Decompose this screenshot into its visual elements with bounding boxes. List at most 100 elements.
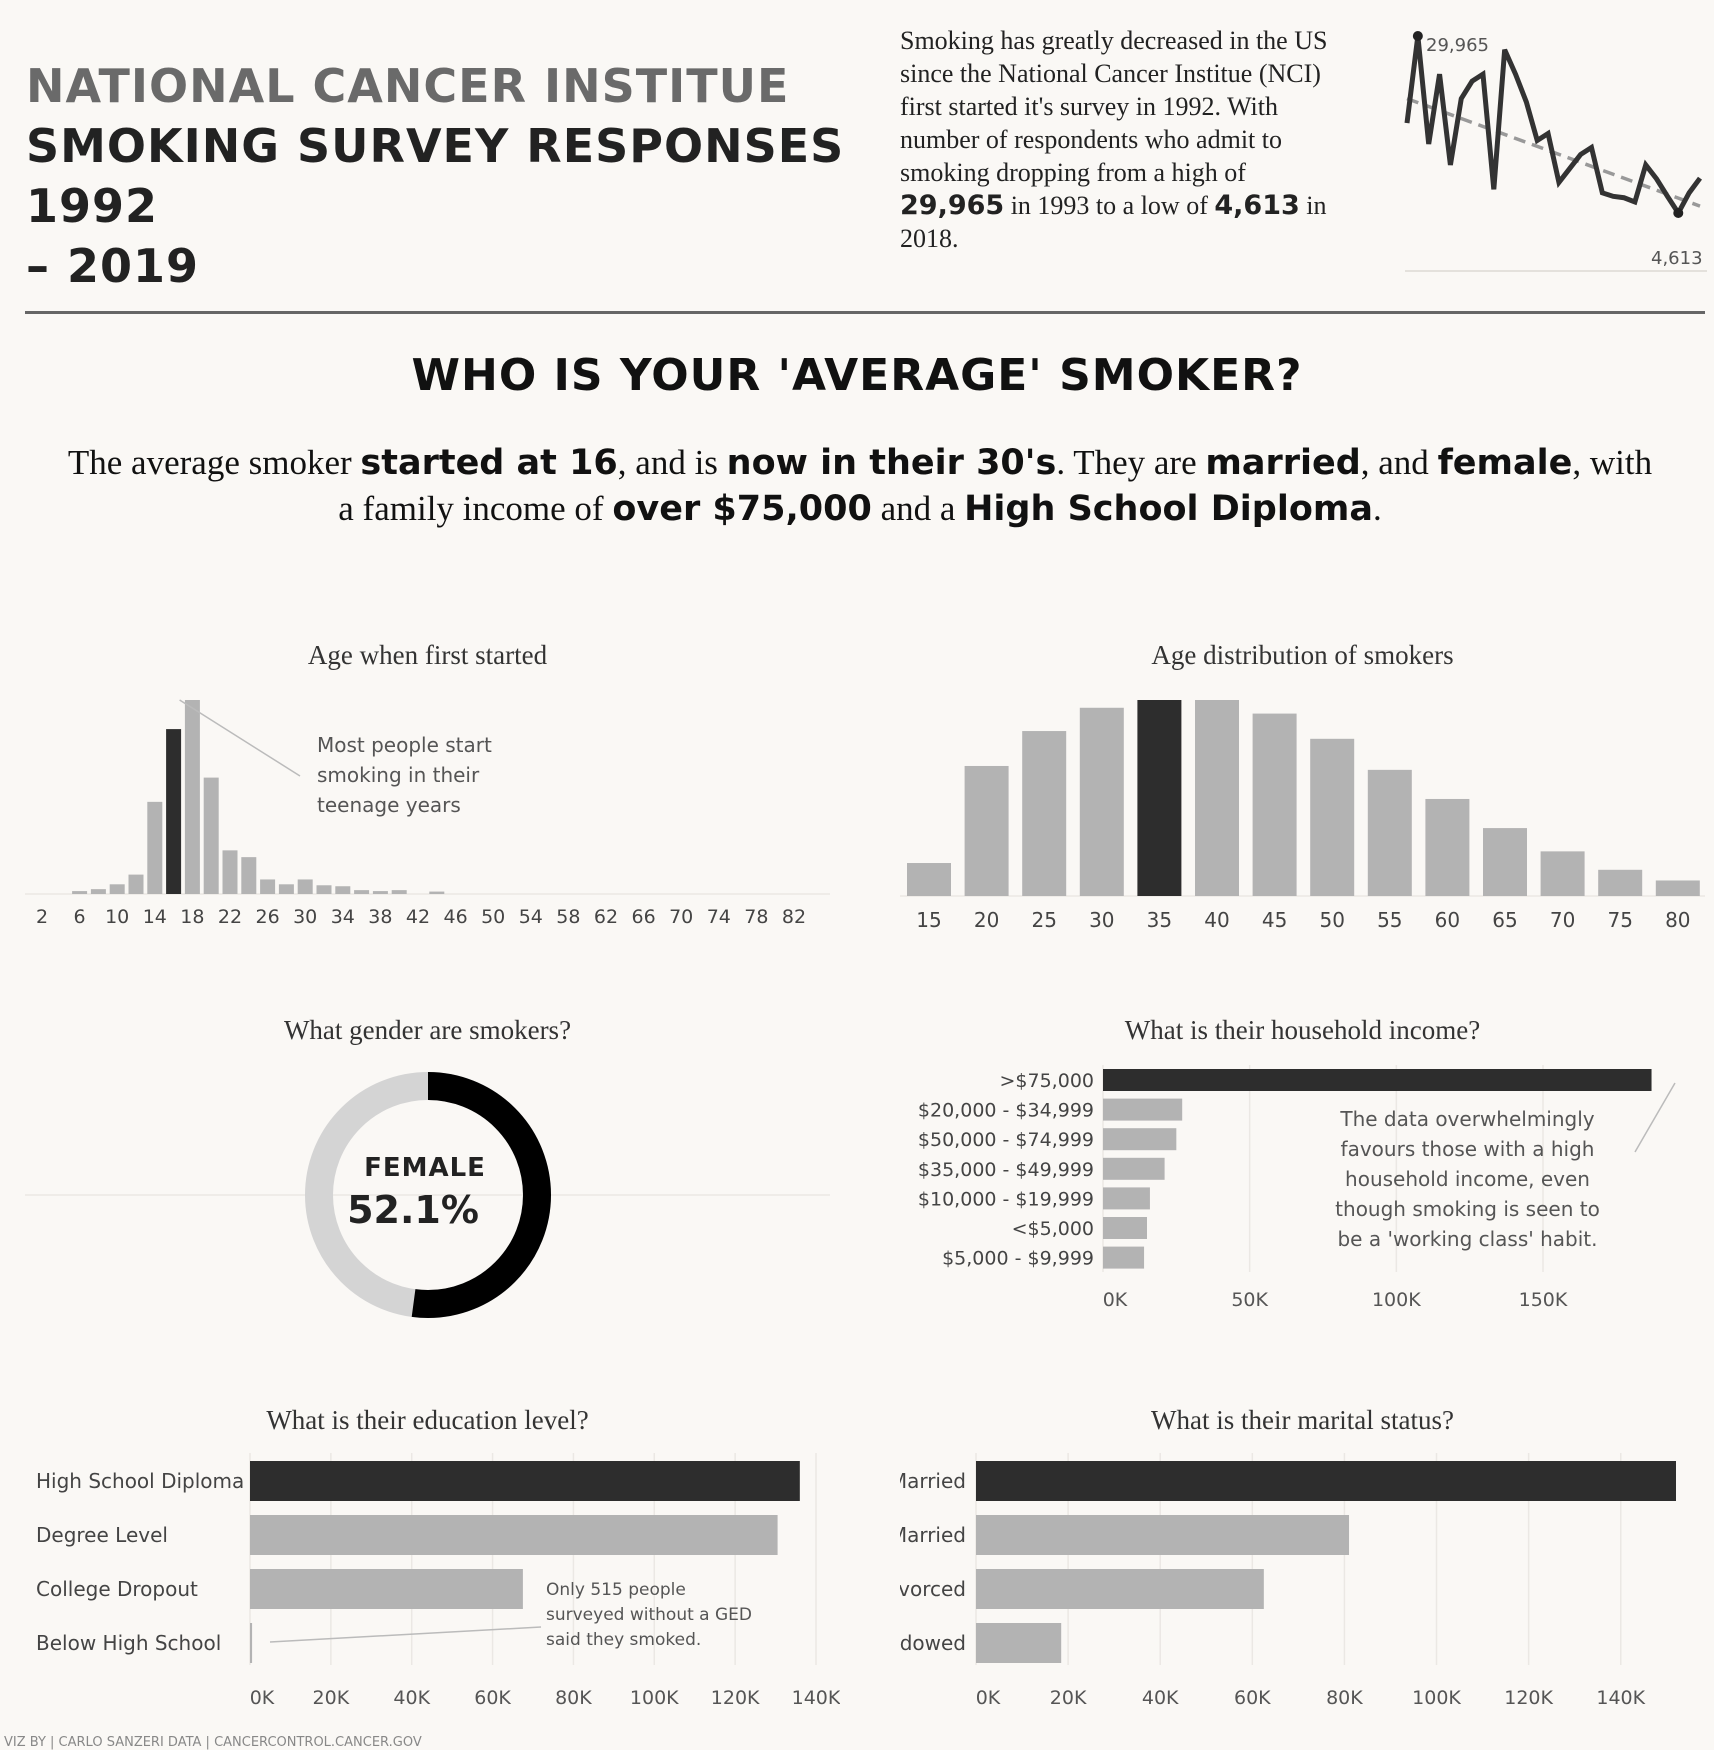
summary-text: The average smoker started at 16, and is…: [60, 440, 1660, 532]
education-x-tick-6: 120K: [711, 1687, 760, 1709]
tick-60: 60: [1435, 908, 1460, 932]
education-bar-1: [250, 1515, 778, 1555]
summary-t7: .: [1372, 489, 1382, 528]
x-tick-1: 50K: [1231, 1289, 1268, 1311]
marital-chart: 0K 20K 40K 60K 80K 100K 120K 140K Married Never M…: [900, 1453, 1676, 1709]
bar-age-50: [1310, 738, 1355, 896]
education-x-tick-4: 80K: [555, 1687, 592, 1709]
bar-age-22: [222, 850, 238, 894]
tick-20: 20: [974, 908, 999, 932]
series-line: [1404, 35, 1703, 218]
education-label-1: Degree Level: [36, 1523, 168, 1547]
section-title: WHO IS YOUR 'AVERAGE' SMOKER?: [411, 350, 1303, 401]
intro-text: Smoking has greatly decreased in the US …: [900, 24, 1330, 255]
marital-x-tick-1: 20K: [1050, 1687, 1087, 1709]
bar-age-30: [297, 879, 313, 894]
header-divider: [25, 311, 1705, 314]
main-title: NATIONAL CANCER INSTITUE SMOKING SURVEY …: [26, 56, 866, 296]
tick-42: 42: [406, 906, 430, 928]
x-tick-3: 150K: [1519, 1289, 1568, 1311]
education-label-0: High School Diploma: [36, 1469, 244, 1493]
bar-age-18: [184, 700, 200, 894]
label-income-1: $20,000 - $34,999: [918, 1100, 1094, 1122]
tick-58: 58: [556, 906, 580, 928]
tick-70: 70: [669, 906, 693, 928]
tick-82: 82: [782, 906, 806, 928]
education-x-tick-0: 0K: [250, 1687, 275, 1709]
tick-38: 38: [368, 906, 392, 928]
marital-label-0: Married: [900, 1469, 966, 1493]
annotation-pointer: [1634, 1082, 1676, 1153]
tick-78: 78: [744, 906, 768, 928]
intro-low-value: 4,613: [1214, 190, 1300, 221]
marital-label-2: Divorced: [900, 1577, 966, 1601]
donut-female-segment: [305, 1072, 551, 1318]
education-x-tick-7: 140K: [792, 1687, 840, 1709]
education-label-3: Below High School: [36, 1631, 221, 1655]
tick-54: 54: [519, 906, 543, 928]
footer-credit: VIZ BY | CARLO SANZERI DATA | CANCERCONT…: [4, 1735, 422, 1750]
label-income-6: $5,000 - $9,999: [942, 1248, 1094, 1270]
label-income-5: <$5,000: [1012, 1218, 1094, 1240]
marital-x-tick-6: 120K: [1504, 1687, 1553, 1709]
marital-title: What is their marital status?: [1151, 1405, 1454, 1435]
marital-bar-1: [976, 1515, 1350, 1555]
income-annotation: The data overwhelmingly favours those wi…: [1335, 1107, 1600, 1251]
gender-donut-chart: [25, 1072, 830, 1318]
summary-t2: , and is: [617, 443, 727, 482]
tick-15: 15: [916, 908, 941, 932]
tick-55: 55: [1377, 908, 1402, 932]
annotation-pointer: [179, 699, 301, 777]
tick-50: 50: [481, 906, 505, 928]
marital-bar-2: [976, 1569, 1264, 1609]
education-x-tick-1: 20K: [313, 1687, 350, 1709]
tick-70: 70: [1550, 908, 1575, 932]
summary-t5: , with a family income of: [338, 443, 1653, 528]
education-x-tick-2: 40K: [393, 1687, 430, 1709]
bar-age-8: [90, 889, 106, 894]
donut-value: 52.1%: [347, 1188, 479, 1232]
summary-marital: married: [1205, 443, 1361, 483]
marital-x-tick-5: 100K: [1412, 1687, 1461, 1709]
age-dist-title: Age distribution of smokers: [1151, 640, 1454, 670]
bar-age-28: [278, 884, 294, 894]
education-annotation: Only 515 people surveyed without a GED s…: [546, 1580, 752, 1650]
donut-label: FEMALE: [364, 1153, 486, 1183]
bar-age-15: [907, 863, 951, 896]
age-started-chart: 2 6 10 14 18 22 26 30 34 38 42 46 50 54 58 62 66 70 74 78 82: [25, 699, 830, 928]
bar-income-2: [1103, 1128, 1177, 1151]
marital-label-1: Never Married: [900, 1523, 966, 1547]
summary-current-age: now in their 30's: [726, 443, 1057, 483]
income-chart: 0K 50K 100K 150K >$75,000 $20,000 - $34,999 $5…: [918, 1065, 1676, 1311]
education-bar-3: [250, 1623, 253, 1663]
marital-label-3: Widowed: [900, 1631, 966, 1655]
intro-part-3: in 2018.: [900, 191, 1327, 253]
x-tick-0: 0K: [1103, 1289, 1128, 1311]
marital-bar-3: [976, 1623, 1062, 1663]
bar-age-30: [1079, 707, 1124, 896]
education-chart: 0K 20K 40K 60K 80K 100K 120K 140K High School Di…: [36, 1453, 840, 1709]
bar-income-4: [1103, 1187, 1150, 1210]
tick-18: 18: [180, 906, 204, 928]
bar-age-25: [1022, 731, 1067, 896]
age-dist-chart: 15 20 25 30 35 40 45 50 55 60 65 70 75 80: [900, 700, 1705, 932]
tick-30: 30: [293, 906, 317, 928]
bar-age-16: [166, 729, 182, 894]
summary-start-age: started at 16: [360, 443, 618, 483]
bar-age-60: [1425, 798, 1470, 896]
summary-gender: female: [1437, 443, 1573, 483]
tick-34: 34: [331, 906, 355, 928]
title-line-2: SMOKING SURVEY RESPONSES 1992: [26, 119, 845, 233]
bar-age-38: [372, 891, 388, 894]
tick-75: 75: [1607, 908, 1632, 932]
intro-part-1: Smoking has greatly decreased in the US …: [900, 26, 1328, 187]
bar-age-12: [128, 874, 144, 894]
tick-74: 74: [707, 906, 731, 928]
bar-age-80: [1655, 880, 1700, 896]
income-title: What is their household income?: [1124, 1015, 1481, 1045]
bar-age-10: [109, 884, 125, 894]
title-line-3: – 2019: [26, 239, 200, 293]
marital-x-tick-7: 140K: [1596, 1687, 1645, 1709]
marital-x-tick-4: 80K: [1326, 1687, 1363, 1709]
bar-age-34: [335, 886, 351, 894]
